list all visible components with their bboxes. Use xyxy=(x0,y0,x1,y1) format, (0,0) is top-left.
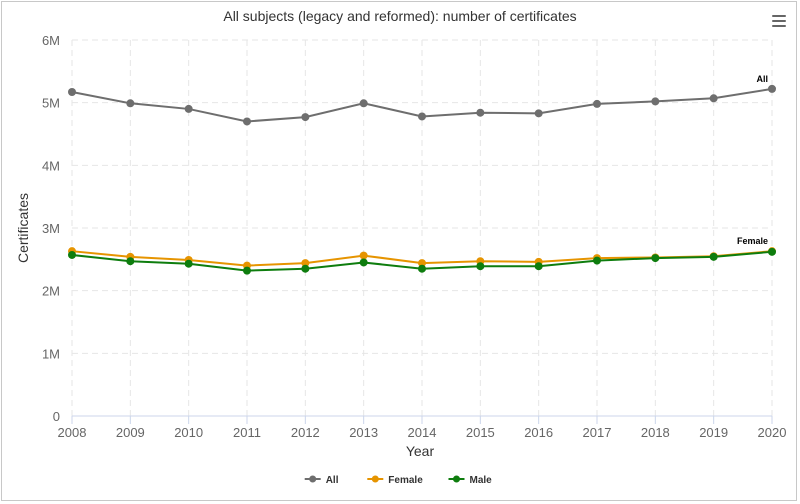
end-label-all: All xyxy=(756,74,768,84)
legend-label: Male xyxy=(470,475,493,486)
data-point-male[interactable] xyxy=(126,257,135,266)
data-point-all[interactable] xyxy=(301,113,310,122)
x-tick-label: 2015 xyxy=(466,425,495,440)
legend-label: Female xyxy=(388,475,423,486)
x-tick-label: 2013 xyxy=(349,425,378,440)
x-tick-label: 2009 xyxy=(116,425,145,440)
legend-swatch-marker xyxy=(309,475,317,483)
series-layer xyxy=(68,84,776,275)
chart-title: All subjects (legacy and reformed): numb… xyxy=(223,8,577,24)
data-point-all[interactable] xyxy=(593,99,601,108)
x-tick-label: 2008 xyxy=(58,425,87,440)
data-point-all[interactable] xyxy=(651,97,660,106)
label-layer: All Female xyxy=(736,73,770,248)
data-point-all[interactable] xyxy=(184,104,193,113)
x-tick-label: 2016 xyxy=(524,425,553,440)
data-point-male[interactable] xyxy=(768,247,776,256)
x-tick-label: 2020 xyxy=(758,425,787,440)
y-tick-label: 6M xyxy=(42,33,60,48)
legend-item-female[interactable]: Female xyxy=(367,475,423,486)
data-point-male[interactable] xyxy=(184,259,193,268)
data-point-male[interactable] xyxy=(534,262,543,271)
hamburger-menu-icon[interactable] xyxy=(766,11,792,31)
y-tick-label: 1M xyxy=(42,346,60,361)
legend-label: All xyxy=(326,475,339,486)
data-point-female[interactable] xyxy=(301,259,310,268)
data-point-all[interactable] xyxy=(709,94,718,103)
data-point-all[interactable] xyxy=(359,99,368,108)
axis-layer: 0 1M 2M 3M 4M 5M 6M 2008 2009 2010 2011 2012 2013 201… xyxy=(42,33,787,440)
data-point-all[interactable] xyxy=(126,99,135,108)
data-point-male[interactable] xyxy=(709,252,718,261)
y-tick-label: 3M xyxy=(42,221,60,236)
data-point-male[interactable] xyxy=(301,264,310,273)
data-point-female[interactable] xyxy=(418,259,426,268)
x-tick-label: 2011 xyxy=(233,425,261,440)
legend-item-male[interactable]: Male xyxy=(448,475,493,486)
data-point-male[interactable] xyxy=(359,258,368,267)
data-point-male[interactable] xyxy=(418,264,426,273)
legend-swatch-marker xyxy=(453,475,460,483)
legend-swatch-marker xyxy=(371,475,379,483)
y-axis-title: Certificates xyxy=(15,193,31,263)
y-tick-label: 4M xyxy=(42,158,60,173)
data-point-all[interactable] xyxy=(534,109,543,118)
data-point-male[interactable] xyxy=(593,256,601,265)
y-tick-label: 5M xyxy=(42,96,60,111)
data-point-all[interactable] xyxy=(768,84,776,93)
data-point-male[interactable] xyxy=(476,262,485,271)
grid-layer xyxy=(71,39,773,416)
x-tick-label: 2019 xyxy=(699,425,728,440)
x-axis-title: Year xyxy=(406,443,435,459)
x-tick-label: 2018 xyxy=(641,425,670,440)
legend-item-all[interactable]: All xyxy=(304,475,339,486)
legend: All Female Male xyxy=(304,475,493,486)
y-tick-label: 0 xyxy=(53,409,60,424)
end-label-female: Female xyxy=(737,236,768,246)
data-point-all[interactable] xyxy=(68,88,76,97)
data-point-all[interactable] xyxy=(243,117,251,126)
x-tick-label: 2012 xyxy=(291,425,320,440)
x-tick-label: 2017 xyxy=(583,425,612,440)
x-tick-label: 2014 xyxy=(408,425,437,440)
data-point-male[interactable] xyxy=(243,266,251,275)
data-point-all[interactable] xyxy=(476,108,485,117)
data-point-female[interactable] xyxy=(359,251,368,260)
data-point-male[interactable] xyxy=(68,250,76,259)
data-point-all[interactable] xyxy=(418,112,426,121)
data-point-male[interactable] xyxy=(651,254,660,263)
y-tick-label: 2M xyxy=(42,284,60,299)
x-tick-label: 2010 xyxy=(174,425,203,440)
